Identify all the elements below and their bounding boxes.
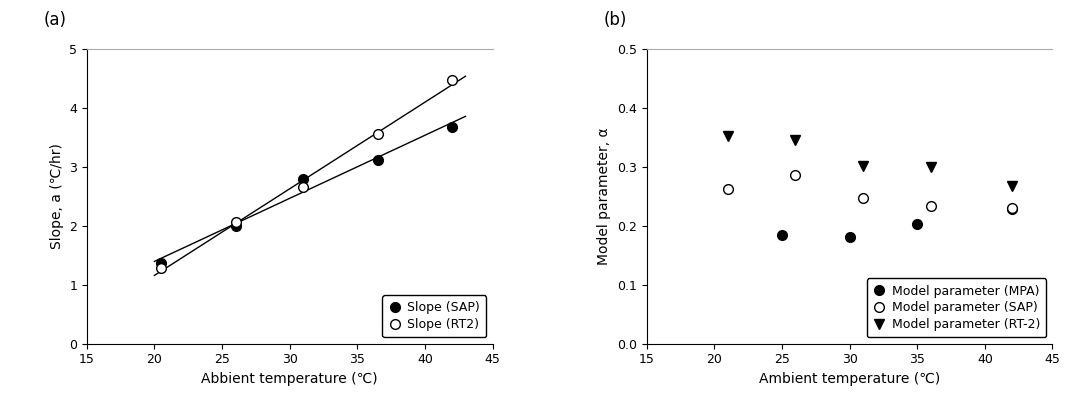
Model parameter (SAP)	[722, 186, 735, 191]
Model parameter (RT-2)	[856, 163, 869, 168]
Model parameter (SAP)	[856, 196, 869, 200]
Model parameter (MPA)	[776, 232, 789, 237]
Model parameter (RT-2)	[1006, 184, 1019, 189]
Legend: Model parameter (MPA), Model parameter (SAP), Model parameter (RT-2): Model parameter (MPA), Model parameter (…	[867, 278, 1046, 337]
Slope (SAP)	[446, 124, 459, 129]
Slope (RT2)	[229, 219, 242, 224]
Line: Model parameter (RT-2): Model parameter (RT-2)	[723, 131, 1017, 191]
Slope (RT2)	[296, 185, 309, 190]
Line: Model parameter (MPA): Model parameter (MPA)	[777, 204, 1017, 242]
Slope (SAP)	[371, 157, 384, 162]
Slope (RT2)	[371, 132, 384, 137]
Model parameter (SAP)	[1006, 206, 1019, 211]
Slope (SAP)	[155, 261, 168, 265]
Line: Slope (RT2): Slope (RT2)	[156, 75, 457, 273]
Model parameter (SAP)	[789, 172, 802, 177]
Slope (RT2)	[446, 78, 459, 83]
Model parameter (RT-2)	[722, 134, 735, 139]
Model parameter (MPA)	[843, 234, 856, 239]
Text: (b): (b)	[603, 11, 627, 29]
Slope (SAP)	[296, 176, 309, 181]
Y-axis label: Model parameter, α: Model parameter, α	[598, 128, 612, 265]
Model parameter (RT-2)	[789, 137, 802, 142]
Model parameter (MPA)	[1006, 207, 1019, 212]
Legend: Slope (SAP), Slope (RT2): Slope (SAP), Slope (RT2)	[382, 295, 486, 337]
Y-axis label: Slope, a (℃/hr): Slope, a (℃/hr)	[50, 144, 64, 249]
Slope (RT2)	[155, 266, 168, 271]
Model parameter (MPA)	[910, 222, 923, 227]
Model parameter (RT-2)	[924, 165, 937, 170]
Text: (a): (a)	[43, 11, 66, 29]
X-axis label: Abbient temperature (℃): Abbient temperature (℃)	[202, 372, 378, 386]
Line: Slope (SAP): Slope (SAP)	[156, 122, 457, 268]
Model parameter (SAP)	[924, 203, 937, 208]
Slope (SAP)	[229, 223, 242, 228]
X-axis label: Ambient temperature (℃): Ambient temperature (℃)	[758, 372, 941, 386]
Line: Model parameter (SAP): Model parameter (SAP)	[723, 170, 1017, 213]
